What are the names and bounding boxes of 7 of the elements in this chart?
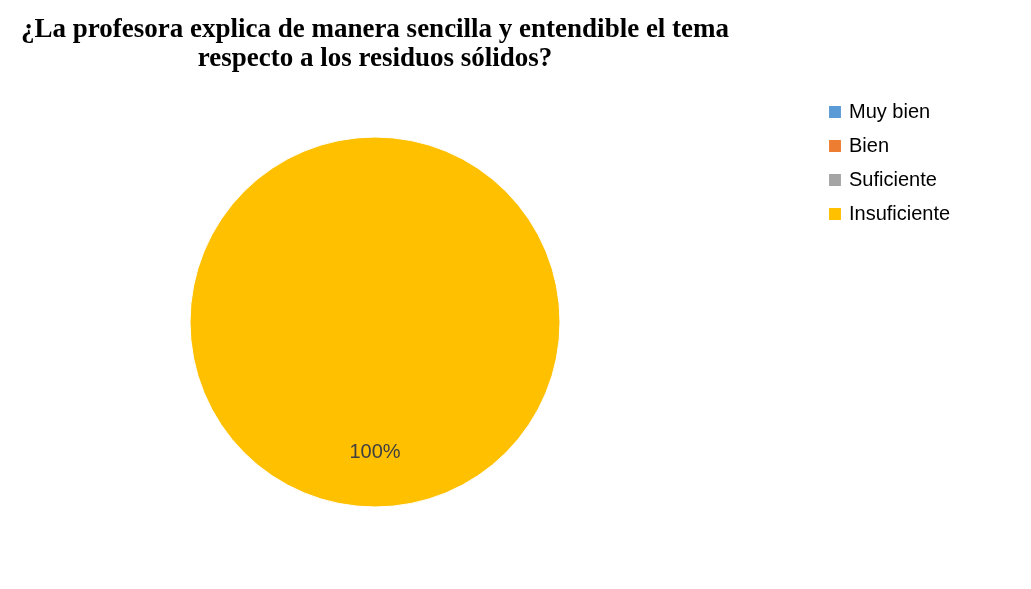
legend-label: Suficiente (849, 168, 937, 190)
text: respecto a los residuos sólidos? (197, 42, 553, 72)
legend-label: Muy bien (849, 100, 931, 122)
text: ¿La profesora explica de manera sencilla y entendible el tema (20, 13, 730, 43)
legend-label: Insuficiente (849, 202, 951, 224)
data-label: 100% (349, 439, 401, 462)
legend-label: Bien (849, 134, 890, 156)
